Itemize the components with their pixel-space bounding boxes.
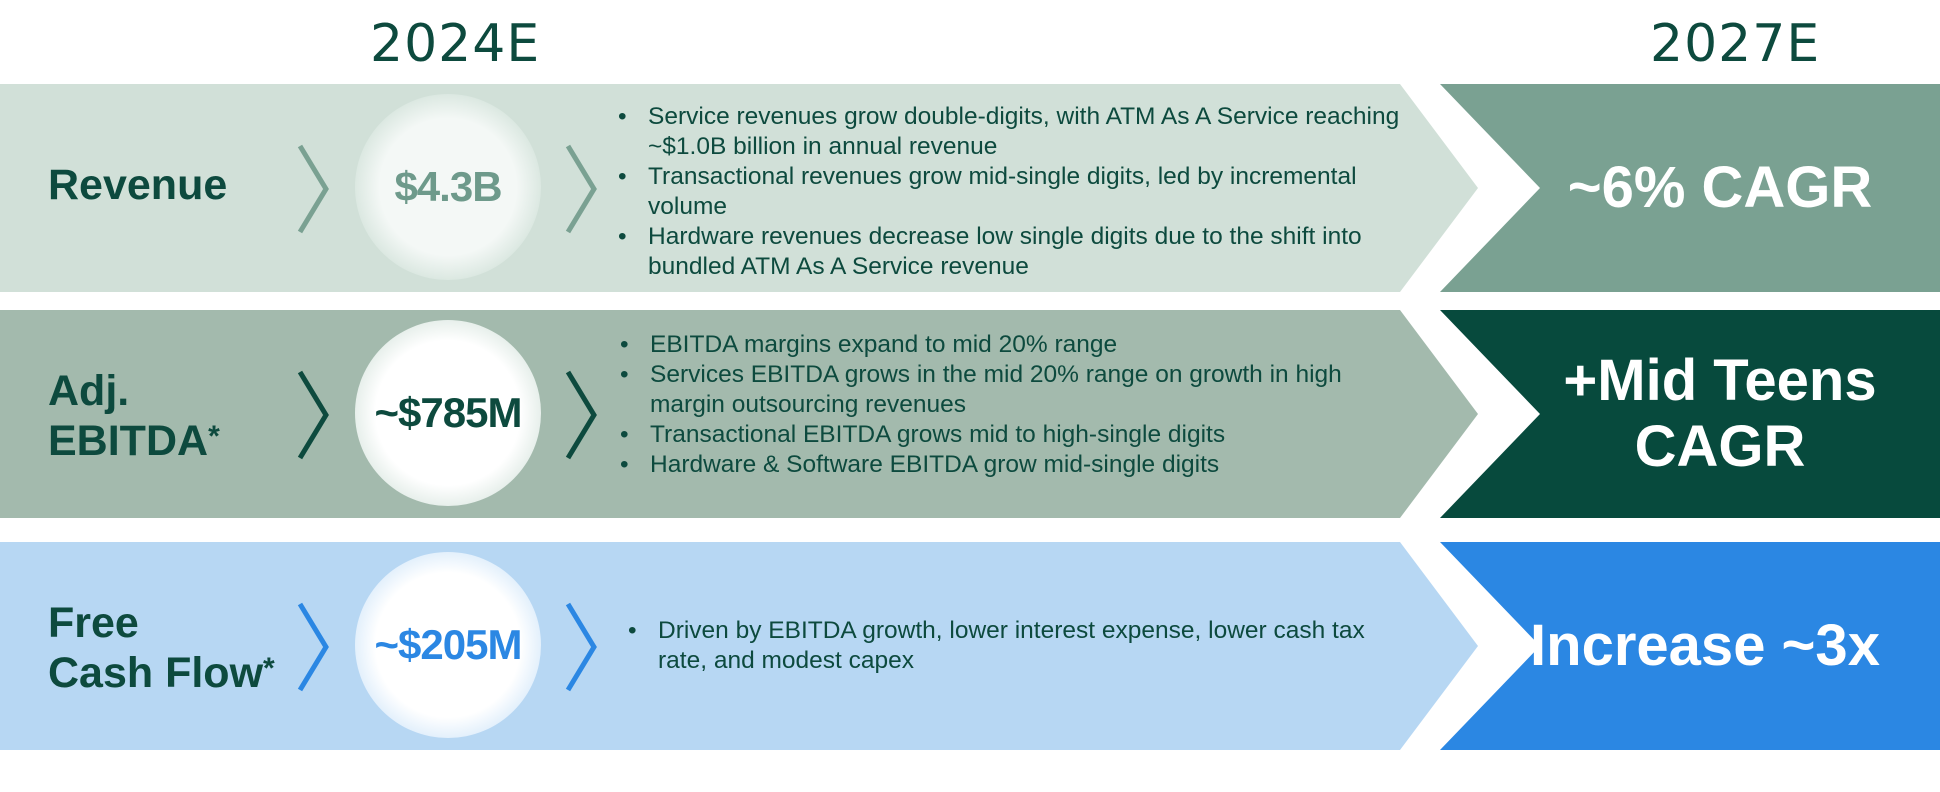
revenue-bullet: Hardware revenues decrease low single di… — [618, 222, 1408, 282]
free-cash-flow-bullet: Driven by EBITDA growth, lower interest … — [628, 616, 1388, 676]
year-2024e-header: 2024E — [370, 14, 541, 74]
free-cash-flow-label: Free Cash Flow* — [48, 598, 275, 698]
revenue-bullet-list: Service revenues grow double-digits, wit… — [618, 102, 1408, 282]
chevron-right-icon — [565, 602, 597, 692]
adj-ebitda-label: Adj. EBITDA* — [48, 366, 220, 466]
free-cash-flow-target-text: Increase ~3x — [1530, 613, 1880, 678]
revenue-target-band — [1440, 84, 1940, 292]
adj-ebitda-2027-target: +Mid Teens CAGR — [1440, 310, 1940, 518]
free-cash-flow-2024-value: ~$205M — [374, 621, 523, 668]
revenue-label: Revenue — [48, 160, 227, 210]
adj-ebitda-bullet: Hardware & Software EBITDA grow mid-sing… — [620, 450, 1410, 480]
free-cash-flow-label-line1: Free — [48, 599, 139, 647]
adj-ebitda-target-line2: CAGR — [1634, 414, 1806, 479]
footnote-asterisk: * — [263, 652, 275, 685]
revenue-2024-value: $4.3B — [394, 163, 502, 210]
free-cash-flow-bullet-list: Driven by EBITDA growth, lower interest … — [628, 616, 1388, 676]
chevron-right-icon — [565, 370, 597, 460]
adj-ebitda-label-line1: Adj. — [48, 367, 130, 415]
revenue-target-text: ~6% CAGR — [1567, 155, 1873, 220]
chevron-right-icon — [297, 144, 329, 234]
footnote-asterisk: * — [208, 420, 220, 453]
adj-ebitda-2024-value: ~$785M — [374, 389, 523, 436]
adj-ebitda-target-band — [1440, 310, 1940, 518]
chevron-right-icon — [565, 144, 597, 234]
revenue-bullet: Transactional revenues grow mid-single d… — [618, 162, 1408, 222]
free-cash-flow-label-line2: Cash Flow* — [48, 649, 275, 697]
revenue-label-text: Revenue — [48, 161, 228, 209]
adj-ebitda-bullet-list: EBITDA margins expand to mid 20% range S… — [620, 330, 1410, 480]
free-cash-flow-2024-value-bubble: ~$205M — [355, 552, 541, 738]
free-cash-flow-row: Free Cash Flow* ~$205M Driven by EBITDA … — [0, 542, 1940, 750]
revenue-row: Revenue $4.3B Service revenues grow doub… — [0, 84, 1940, 292]
adj-ebitda-label-line2: EBITDA* — [48, 417, 220, 465]
free-cash-flow-target-band — [1440, 542, 1940, 750]
adj-ebitda-bullet: Services EBITDA grows in the mid 20% ran… — [620, 360, 1410, 420]
adj-ebitda-bullet: EBITDA margins expand to mid 20% range — [620, 330, 1410, 360]
year-2027e-header: 2027E — [1650, 14, 1821, 74]
chevron-right-icon — [297, 602, 329, 692]
revenue-2027-target: ~6% CAGR — [1440, 84, 1940, 292]
revenue-2024-value-bubble: $4.3B — [355, 94, 541, 280]
chevron-right-icon — [297, 370, 329, 460]
adj-ebitda-row: Adj. EBITDA* ~$785M EBITDA margins expan… — [0, 310, 1940, 518]
adj-ebitda-bullet: Transactional EBITDA grows mid to high-s… — [620, 420, 1410, 450]
free-cash-flow-2027-target: Increase ~3x — [1440, 542, 1940, 750]
adj-ebitda-2024-value-bubble: ~$785M — [355, 320, 541, 506]
adj-ebitda-target-line1: +Mid Teens — [1563, 348, 1877, 413]
revenue-bullet: Service revenues grow double-digits, wit… — [618, 102, 1408, 162]
